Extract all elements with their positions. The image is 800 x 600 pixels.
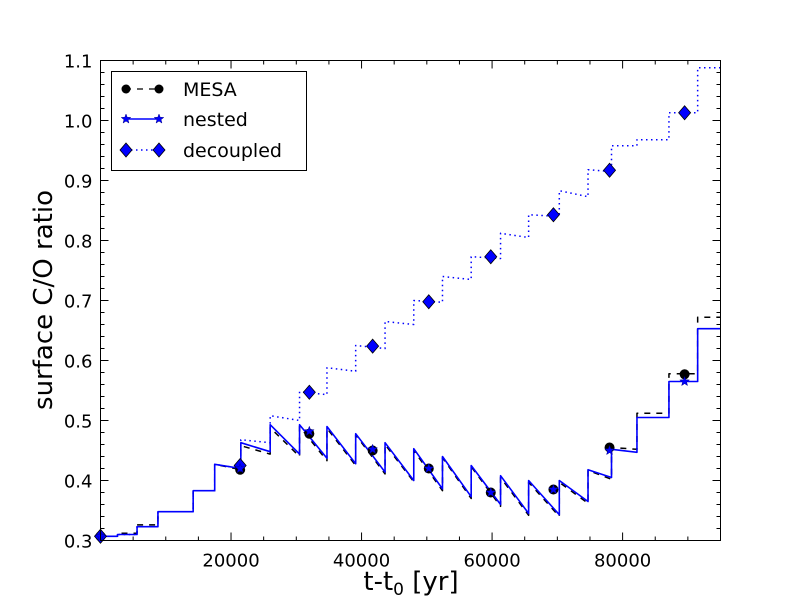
legend: MESA nested decoupled [111,71,307,171]
y-tick-label: 0.9 [64,172,93,193]
y-tick-label: 1.1 [64,52,93,73]
tick-layer [100,60,721,541]
y-tick-label: 0.8 [64,232,93,253]
y-tick-labels: 0.3 0.4 0.5 0.6 0.7 0.8 0.9 1.0 1.1 [64,52,93,553]
x-tick-label: 60000 [463,551,520,572]
y-tick-label: 1.0 [64,112,93,133]
y-tick-label: 0.4 [64,472,93,493]
marker-nested [234,462,246,474]
x-tick-label: 40000 [333,551,390,572]
x-axis-label-main: t-t [363,567,393,597]
legend-marker-mesa [121,84,131,94]
marker-decoupled [546,207,560,223]
marker-decoupled [678,105,692,121]
series-line-nested [100,327,721,538]
legend-marker-decoupled [152,142,166,158]
legend-label-nested: nested [183,109,248,131]
x-axis-label-suffix: [yr] [404,567,459,597]
plot-frame [100,60,721,541]
x-axis-label-subscript: 0 [393,580,404,600]
x-tick-label: 20000 [202,551,259,572]
x-tick-labels: 20000 40000 60000 80000 [202,551,651,572]
marker-decoupled [302,384,316,400]
legend-marker-nested [120,113,132,124]
x-axis-label: t-t0 [yr] [363,567,458,600]
marker-nested [303,425,315,436]
legend-entry-mesa: MESA [121,79,237,101]
y-tick-label: 0.3 [64,532,93,553]
marker-decoupled [422,294,436,310]
marker-nested [367,443,379,454]
y-tick-label: 0.5 [64,412,93,433]
marker-decoupled [484,249,498,265]
marker-nested [485,486,497,498]
legend-marker-decoupled [119,142,133,158]
legend-label-decoupled: decoupled [183,140,282,162]
legend-entry-nested: nested [120,109,248,131]
marker-nested [547,483,559,495]
legend-frame [111,71,307,171]
marker-decoupled [366,338,380,354]
marker-decoupled [603,162,617,178]
y-axis-label: surface C/O ratio [29,190,59,410]
legend-label-mesa: MESA [183,79,237,101]
marker-nested [679,375,691,387]
legend-entry-decoupled: decoupled [119,140,282,162]
legend-marker-mesa [154,84,164,94]
series-layer [100,66,721,538]
marker-nested [604,444,615,456]
y-tick-label: 0.6 [64,352,93,373]
marker-mesa [679,369,690,380]
marker-nested [423,462,435,474]
x-tick-label: 80000 [594,551,651,572]
y-tick-label: 0.7 [64,292,93,313]
legend-marker-nested [153,113,165,124]
